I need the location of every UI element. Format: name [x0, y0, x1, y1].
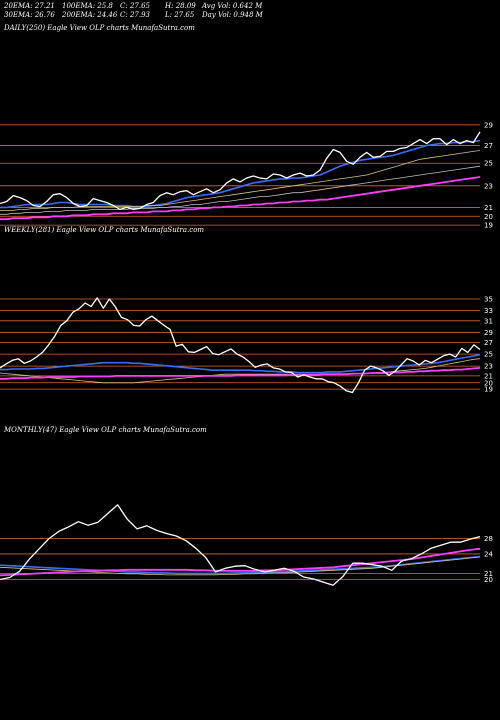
monthly-tick-label: 28: [484, 535, 493, 543]
weekly-panel-title: WEEKLY(281) Eagle View OLP charts Munafa…: [4, 226, 205, 234]
daily-tick-label: 19: [484, 222, 493, 230]
weekly-tick-label: 19: [484, 386, 493, 394]
ema200-readout: 200EMA: 24.46: [62, 11, 118, 19]
ema20-readout: 20EMA: 27.21: [4, 2, 55, 10]
daily-tick-label: 25: [484, 160, 493, 168]
daily-panel-title: DAILY(250) Eagle View OLP charts MunafaS…: [4, 24, 195, 32]
weekly-tick-label: 25: [484, 351, 493, 359]
header-col-ema-short: 20EMA: 27.21 30EMA: 26.76: [4, 2, 55, 20]
weekly-tick-label: 33: [484, 307, 493, 315]
monthly-price-line: [0, 504, 481, 586]
daily-ema-line-3: [0, 165, 481, 215]
monthly-tick-label: 24: [484, 550, 493, 558]
monthly-tick-label: 20: [484, 576, 493, 584]
monthly-ema-line-3: [0, 547, 481, 577]
monthly-panel-title: MONTHLY(47) Eagle View OLP charts Munafa…: [4, 426, 207, 434]
weekly-tick-label: 21: [484, 372, 493, 380]
high-readout: H: 28.09: [165, 2, 196, 10]
monthly-tick-label: 21: [484, 570, 493, 578]
avg-volume-readout: Avg Vol: 0.642 M: [202, 2, 263, 10]
daily-tick-label: 20: [484, 213, 493, 221]
close-readout-1: C: 27.65: [120, 2, 150, 10]
daily-ema-line-1: [0, 139, 481, 209]
daily-ema-line-2: [0, 150, 481, 211]
header-col-volume: Avg Vol: 0.642 M Day Vol: 0.948 M: [202, 2, 263, 20]
header-col-close: C: 27.65 C: 27.93: [120, 2, 150, 20]
header-col-highlow: H: 28.09 L: 27.65: [165, 2, 196, 20]
weekly-tick-label: 29: [484, 329, 493, 337]
low-readout: L: 27.65: [165, 11, 195, 19]
weekly-tick-label: 35: [484, 296, 493, 304]
weekly-ema-line-3: [0, 367, 481, 380]
weekly-tick-label: 31: [484, 317, 493, 325]
day-volume-readout: Day Vol: 0.948 M: [202, 11, 263, 19]
weekly-ema-line-2: [0, 358, 481, 384]
daily-tick-label: 29: [484, 121, 493, 129]
daily-tick-label: 27: [484, 142, 493, 150]
daily-price-line: [0, 131, 481, 211]
close-readout-2: C: 27.93: [120, 11, 150, 19]
weekly-tick-label: 27: [484, 339, 493, 347]
header-col-ema-long: 100EMA: 25.8 200EMA: 24.46: [62, 2, 117, 20]
ema100-readout: 100EMA: 25.8: [62, 2, 113, 10]
weekly-tick-label: 20: [484, 379, 493, 387]
daily-tick-label: 23: [484, 182, 493, 190]
weekly-price-line: [0, 297, 481, 394]
weekly-tick-label: 23: [484, 363, 493, 371]
ema30-readout: 30EMA: 26.76: [4, 11, 55, 19]
daily-tick-label: 21: [484, 204, 493, 212]
daily-ema-line-4: [0, 176, 481, 221]
monthly-ema-line-1: [0, 555, 481, 575]
